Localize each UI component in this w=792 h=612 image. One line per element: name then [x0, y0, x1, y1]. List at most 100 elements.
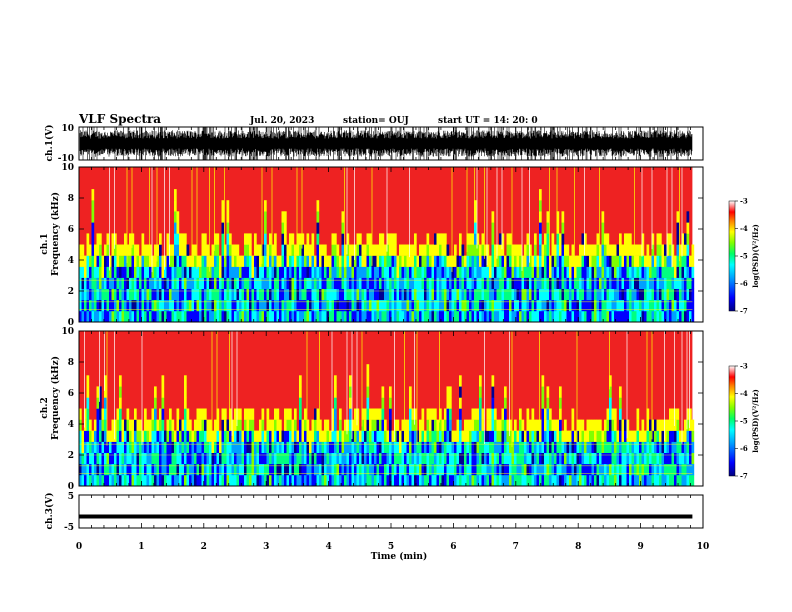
spectrogram-cell	[169, 408, 172, 420]
spectrogram-cell	[681, 244, 685, 256]
spectrogram-cell	[644, 474, 647, 487]
spectrogram-cell	[119, 288, 122, 301]
spectrogram-cell	[519, 288, 522, 301]
spectrogram-cell	[299, 463, 302, 476]
spectrogram-cell	[281, 222, 285, 234]
spectrogram-cell	[179, 277, 182, 289]
spectrogram-cell	[241, 277, 245, 289]
spectrogram-cell	[676, 452, 680, 465]
spectrogram-cell	[84, 408, 87, 420]
spectrogram-cell	[676, 430, 680, 442]
spectrogram-cell	[311, 310, 315, 323]
spectrogram-cell	[146, 430, 150, 442]
spectrogram-cell	[224, 441, 227, 453]
spectrogram-cell	[601, 474, 605, 487]
spectrogram-cell	[429, 474, 432, 487]
spectrogram-cell	[109, 310, 112, 323]
spectrogram-cell	[644, 255, 647, 267]
spectrogram-cell	[409, 310, 412, 323]
spectrogram-cell	[279, 299, 282, 312]
spectrogram-cell	[201, 419, 205, 431]
spectrogram-cell	[666, 255, 670, 267]
spectrogram-cell	[291, 463, 295, 476]
spectrogram-cell	[99, 430, 102, 442]
spectrogram-cell	[599, 255, 602, 267]
spectrogram-cell	[149, 310, 152, 323]
spectrogram-cell	[146, 463, 150, 476]
spectrogram-cell	[611, 266, 615, 278]
spectrogram-cell	[186, 463, 190, 476]
spectrogram-cell	[104, 397, 107, 409]
spectrogram-streak	[496, 167, 498, 259]
spectrogram-cell	[84, 255, 87, 267]
spectrogram-cell	[179, 233, 182, 245]
spectrogram-cell	[541, 299, 545, 312]
spectrogram-cell	[551, 452, 555, 465]
spectrogram-cell	[424, 441, 427, 453]
spectrogram-cell	[266, 441, 270, 453]
spectrogram-cell	[281, 288, 285, 301]
spectrogram-cell	[211, 288, 215, 301]
spectrogram-cell	[154, 397, 157, 409]
spectrogram-cell	[339, 463, 342, 476]
spectrogram-cell	[356, 266, 360, 278]
spectrogram-cell	[109, 255, 112, 267]
spectrogram-cell	[486, 430, 490, 442]
spectrogram-cell	[321, 299, 325, 312]
spectrogram-cell	[276, 266, 280, 278]
spectrogram-cell	[491, 419, 495, 431]
spectrogram-cell	[419, 430, 422, 442]
spectrogram-cell	[606, 441, 610, 453]
spectrogram-cell	[321, 463, 325, 476]
spectrogram-cell	[289, 441, 292, 453]
spectrogram-cell	[276, 288, 280, 301]
spectrogram-cell	[426, 430, 430, 442]
spectrogram-cell	[386, 452, 390, 465]
spectrogram-cell	[409, 452, 412, 465]
spectrogram-cell	[111, 266, 115, 278]
spectrogram-cell	[84, 299, 87, 312]
spectrogram-cell	[216, 233, 220, 245]
spectrogram-cell	[546, 474, 550, 487]
spectrogram-cell	[516, 244, 520, 256]
spectrogram-cell	[531, 419, 535, 431]
spectrogram-cell	[496, 474, 500, 487]
spectrogram-cell	[91, 255, 95, 267]
spectrogram-cell	[661, 441, 665, 453]
spectrogram-cell	[264, 430, 267, 442]
spectrogram-cell	[194, 277, 197, 289]
spectrogram-cell	[546, 299, 550, 312]
spectrogram-cell	[289, 255, 292, 267]
spectrogram-cell	[519, 244, 522, 256]
spectrogram-cell	[374, 266, 377, 278]
spectrogram-cell	[629, 452, 632, 465]
spectrogram-cell	[424, 277, 427, 289]
spectrogram-cell	[599, 441, 602, 453]
spectrogram-streak	[371, 167, 373, 266]
spectrogram-cell	[146, 419, 150, 431]
spectrogram-streak	[346, 167, 348, 255]
spectrogram-cell	[281, 277, 285, 289]
spectrogram-cell	[586, 441, 590, 453]
spectrogram-cell	[234, 310, 237, 323]
spectrogram-cell	[459, 310, 462, 323]
spectrogram-cell	[124, 288, 127, 301]
spectrogram-cell	[301, 277, 305, 289]
spectrogram-cell	[101, 419, 105, 431]
spectrogram-cell	[611, 255, 615, 267]
spectrogram-cell	[556, 211, 560, 223]
spectrogram-cell	[306, 299, 310, 312]
spectrogram-cell	[166, 255, 170, 267]
spectrogram-cell	[526, 299, 530, 312]
spectrogram-cell	[351, 299, 355, 312]
spectrogram-cell	[436, 474, 440, 487]
spectrogram-cell	[371, 408, 375, 420]
spectrogram-cell	[219, 299, 222, 312]
spectrogram-cell	[334, 310, 337, 323]
spectrogram-cell	[179, 441, 182, 453]
spectrogram-cell	[134, 452, 137, 465]
spectrogram-cell	[571, 441, 575, 453]
spectrogram-cell	[144, 255, 147, 267]
spectrogram-cell	[504, 452, 507, 465]
spectrogram-cell	[671, 463, 675, 476]
